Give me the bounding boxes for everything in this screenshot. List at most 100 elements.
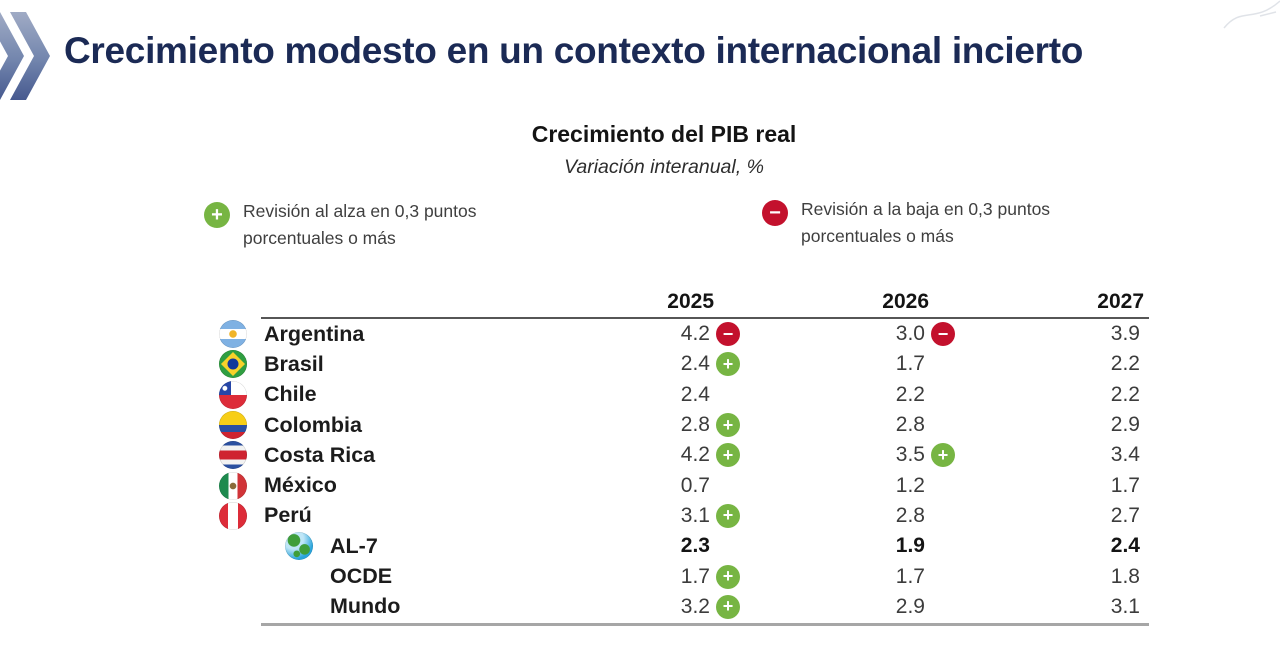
value-cell: 3.1 + bbox=[525, 503, 740, 528]
gdp-value: 3.5 bbox=[895, 443, 925, 467]
value-cell: 3.1 bbox=[955, 595, 1170, 619]
value-cell: 0.7 bbox=[525, 474, 740, 498]
gdp-value: 4.2 bbox=[680, 443, 710, 467]
table-row: Argentina 4.2 − 3.0 − 3.9 bbox=[219, 319, 1140, 349]
row-label: OCDE bbox=[330, 564, 393, 589]
row-label-cell: Mundo bbox=[219, 593, 525, 621]
gdp-value: 1.2 bbox=[895, 473, 925, 497]
gdp-value: 2.2 bbox=[895, 382, 925, 406]
value-cell: 3.5 + bbox=[740, 443, 955, 468]
gdp-value: 2.8 bbox=[895, 413, 925, 437]
value-cell: 2.8 bbox=[740, 413, 955, 437]
column-header-2025: 2025 bbox=[667, 290, 714, 313]
gdp-value: 1.9 bbox=[895, 534, 925, 558]
brasil-flag-icon bbox=[219, 350, 247, 379]
row-label-cell: Argentina bbox=[219, 320, 525, 349]
value-cell: 2.2 bbox=[740, 383, 955, 407]
gdp-value: 3.1 bbox=[1110, 594, 1140, 618]
value-cell: 1.7 bbox=[955, 474, 1170, 498]
gdp-value: 2.8 bbox=[895, 503, 925, 527]
value-cell: 1.8 bbox=[955, 565, 1170, 589]
row-label: AL-7 bbox=[330, 533, 378, 558]
chile-flag-icon bbox=[219, 380, 247, 409]
upward-revision-icon: + bbox=[204, 202, 230, 228]
gdp-value: 2.7 bbox=[1110, 503, 1140, 527]
downward-revision-icon: − bbox=[931, 322, 955, 347]
table-row: Brasil 2.4 + 1.7 2.2 bbox=[219, 349, 1140, 379]
gdp-value: 3.9 bbox=[1110, 322, 1140, 346]
table-row: Chile 2.4 2.2 2.2 bbox=[219, 380, 1140, 410]
peru-flag-icon bbox=[219, 501, 247, 530]
gdp-value: 2.2 bbox=[1110, 352, 1140, 376]
row-label: Colombia bbox=[264, 412, 362, 437]
upward-revision-icon: + bbox=[716, 503, 740, 528]
value-cell: 1.9 bbox=[740, 534, 955, 558]
gdp-value: 2.9 bbox=[1110, 413, 1140, 437]
gdp-value: 3.1 bbox=[680, 503, 710, 527]
value-cell: 3.9 bbox=[955, 322, 1170, 346]
gdp-value: 0.7 bbox=[680, 473, 710, 497]
table-row: México 0.7 1.2 1.7 bbox=[219, 470, 1140, 500]
chart-subtitle: Variación interanual, % bbox=[564, 156, 764, 178]
row-label: Chile bbox=[264, 382, 317, 407]
table-row: Mundo 3.2 + 2.9 3.1 bbox=[219, 592, 1140, 622]
gdp-value: 2.9 bbox=[895, 594, 925, 618]
gdp-table: 2025 2026 2027 Argentina 4.2 − 3.0 − 3.9… bbox=[219, 287, 1149, 626]
row-label-cell: Costa Rica bbox=[219, 441, 525, 470]
value-cell: 2.4 bbox=[955, 534, 1170, 558]
slide-title: Crecimiento modesto en un contexto inter… bbox=[64, 30, 1084, 71]
gdp-value: 1.7 bbox=[1110, 473, 1140, 497]
upward-revision-icon: + bbox=[716, 594, 740, 619]
gdp-value: 3.2 bbox=[680, 594, 710, 618]
gdp-value: 2.4 bbox=[680, 352, 710, 376]
row-label-cell: Colombia bbox=[219, 411, 525, 440]
legend-downward-label: Revisión a la baja en 0,3 puntos porcent… bbox=[801, 199, 1051, 246]
chart-title: Crecimiento del PIB real bbox=[531, 121, 797, 147]
value-cell: 1.7 bbox=[740, 352, 955, 376]
row-label-cell: OCDE bbox=[219, 563, 525, 591]
value-cell: 4.2 + bbox=[525, 443, 740, 468]
gdp-value: 1.7 bbox=[680, 564, 710, 588]
gdp-value: 4.2 bbox=[680, 322, 710, 346]
value-cell: 1.7 + bbox=[525, 564, 740, 589]
gdp-value: 1.7 bbox=[895, 564, 925, 588]
legend-downward-revision: − Revisión a la baja en 0,3 puntos porce… bbox=[762, 196, 1118, 250]
row-label-cell: Chile bbox=[219, 380, 525, 409]
table-row: AL-7 2.3 1.9 2.4 bbox=[219, 531, 1140, 561]
table-row: Perú 3.1 + 2.8 2.7 bbox=[219, 501, 1140, 531]
value-cell: 2.9 bbox=[955, 413, 1170, 437]
value-cell: 2.3 bbox=[525, 534, 740, 558]
row-label-cell: AL-7 bbox=[219, 532, 525, 561]
value-cell: 4.2 − bbox=[525, 322, 740, 347]
table-header-row: 2025 2026 2027 bbox=[219, 287, 1144, 317]
row-label-cell: Brasil bbox=[219, 350, 525, 379]
downward-revision-icon: − bbox=[716, 322, 740, 347]
row-label-cell: Perú bbox=[219, 501, 525, 530]
gdp-value: 2.4 bbox=[680, 382, 710, 406]
table-row: Costa Rica 4.2 + 3.5 + 3.4 bbox=[219, 440, 1140, 470]
row-label: Brasil bbox=[264, 351, 324, 376]
legend-upward-revision: + Revisión al alza en 0,3 puntos porcent… bbox=[204, 198, 534, 252]
gdp-value: 2.4 bbox=[1110, 534, 1140, 558]
upward-revision-icon: + bbox=[716, 443, 740, 468]
gdp-table-body: Argentina 4.2 − 3.0 − 3.9 Brasil 2.4 + 1… bbox=[219, 319, 1140, 622]
row-label: México bbox=[264, 473, 337, 498]
gdp-value: 1.8 bbox=[1110, 564, 1140, 588]
value-cell: 3.0 − bbox=[740, 322, 955, 347]
row-label: Argentina bbox=[264, 321, 365, 346]
gdp-value: 2.3 bbox=[680, 534, 710, 558]
row-label: Mundo bbox=[330, 594, 401, 619]
mexico-flag-icon bbox=[219, 471, 247, 500]
value-cell: 2.8 + bbox=[525, 413, 740, 438]
gdp-value: 1.7 bbox=[895, 352, 925, 376]
value-cell: 2.9 bbox=[740, 595, 955, 619]
value-cell: 2.7 bbox=[955, 504, 1170, 528]
costa-rica-flag-icon bbox=[219, 441, 247, 470]
column-header-2026: 2026 bbox=[882, 290, 929, 313]
value-cell: 3.2 + bbox=[525, 594, 740, 619]
row-label-cell: México bbox=[219, 471, 525, 500]
value-cell: 2.2 bbox=[955, 383, 1170, 407]
corner-artifact bbox=[1223, 0, 1280, 29]
table-bottom-rule bbox=[261, 622, 1149, 626]
